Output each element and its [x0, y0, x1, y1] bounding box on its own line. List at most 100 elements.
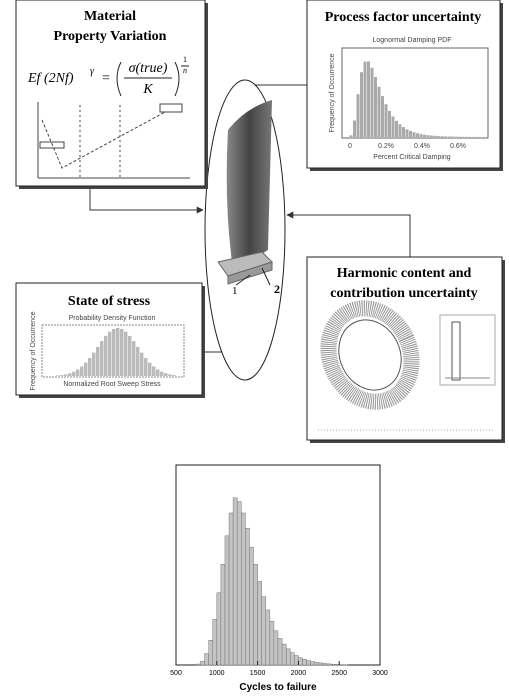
box-title: Process factor uncertainty — [325, 10, 482, 25]
thumb-bar — [388, 111, 391, 137]
bar — [274, 631, 278, 665]
thumb-bar — [64, 374, 68, 376]
thumb-bar — [160, 372, 164, 376]
thumb-bar — [128, 336, 132, 376]
thumb-bar — [92, 353, 96, 376]
x-axis-label: Percent Critical Damping — [373, 154, 451, 161]
thumb-bar — [172, 375, 176, 376]
thumb-bar — [427, 135, 430, 137]
thumb-bar — [378, 87, 381, 137]
thumb-bar — [399, 124, 402, 137]
thumb-bar — [100, 341, 104, 376]
thumb-bar — [124, 332, 128, 376]
bar — [266, 610, 270, 665]
bar — [200, 661, 204, 665]
thumb-bar — [84, 363, 88, 376]
thumb-bar — [56, 375, 60, 376]
bar — [302, 659, 306, 665]
x-tick-label: 0.6% — [450, 143, 466, 150]
thumb-bar — [360, 72, 363, 137]
bar — [249, 547, 253, 665]
thumb-bar — [104, 336, 108, 376]
bar — [298, 658, 302, 665]
x-tick-label: 3000 — [372, 670, 388, 677]
x-tick-label: 500 — [170, 670, 182, 677]
thumb-bar — [140, 353, 144, 376]
thumb-bar — [441, 136, 444, 137]
bar — [209, 640, 213, 665]
thumb-bar — [367, 61, 370, 137]
arrow — [90, 186, 203, 210]
bar — [323, 663, 327, 665]
thumb-bar — [413, 132, 416, 137]
thumb-bar — [80, 367, 84, 376]
thumb-bar — [416, 133, 419, 137]
thumb-bar — [444, 136, 447, 137]
thumb-bar — [88, 358, 92, 376]
bar — [294, 656, 298, 666]
bar — [335, 664, 339, 665]
thumb-bar — [152, 367, 156, 376]
bar — [258, 581, 262, 665]
bar — [221, 564, 225, 665]
bar — [254, 564, 258, 665]
bar — [290, 653, 294, 665]
x-tick-label: 0.4% — [414, 143, 430, 150]
thumb-bar — [392, 116, 395, 137]
thumb-bar — [374, 77, 377, 137]
bar — [286, 649, 290, 665]
bar — [237, 502, 241, 665]
formula: K — [142, 82, 153, 97]
box-title: State of stress — [68, 294, 151, 309]
thumb-bar — [395, 121, 398, 137]
box-title: Harmonic content and — [337, 266, 472, 281]
thumb-bar — [350, 135, 353, 137]
blade-label: 2 — [274, 282, 280, 296]
thumb-bar — [434, 136, 437, 137]
thumb-bar — [420, 134, 423, 137]
blade-label: 1 — [232, 285, 238, 297]
y-axis-label: Frequency of Occurrence — [329, 53, 336, 132]
thumb-bar — [164, 373, 168, 376]
bar — [262, 597, 266, 665]
bar — [311, 662, 315, 665]
thumb-bar — [381, 96, 384, 137]
x-tick-label: 2000 — [291, 670, 307, 677]
thumb-bar — [437, 136, 440, 137]
formula: = — [102, 71, 110, 86]
thumb-bar — [116, 328, 120, 376]
thumb-bar — [168, 374, 172, 376]
thumb-bar — [371, 68, 374, 137]
x-axis-label: Cycles to failure — [239, 682, 317, 693]
thumb-bar — [144, 358, 148, 376]
box-title: contribution uncertainty — [330, 286, 477, 301]
bar — [327, 664, 331, 665]
thumb-bar — [430, 136, 433, 137]
thumb-bar — [76, 370, 80, 376]
thumb-bar — [385, 104, 388, 137]
formula: 1 — [183, 55, 187, 64]
bar — [205, 654, 209, 665]
x-axis-label: Normalized Root Sweep Stress — [63, 381, 161, 388]
bar — [245, 528, 249, 665]
thumb-bar — [364, 62, 367, 137]
formula: σ(true) — [129, 61, 168, 76]
bar — [196, 664, 200, 665]
x-tick-label: 1000 — [209, 670, 225, 677]
x-tick-label: 2500 — [331, 670, 347, 677]
thumb-bar — [60, 375, 64, 376]
bar — [278, 638, 282, 665]
formula: Ef (2Nf) — [27, 71, 74, 86]
thumb-bar — [423, 135, 426, 137]
x-tick-label: 1500 — [250, 670, 266, 677]
bar — [270, 621, 274, 665]
thumb-bar — [409, 131, 412, 137]
thumb-bar — [402, 127, 405, 137]
plot-title: Probability Density Function — [69, 315, 156, 322]
y-axis-label: Frequency of Occurrence — [30, 311, 37, 390]
thumb-bar — [148, 363, 152, 376]
bar — [225, 536, 229, 665]
thumb-bar — [357, 94, 360, 137]
box-title: Property Variation — [54, 29, 167, 44]
x-tick-label: 0.2% — [378, 143, 394, 150]
